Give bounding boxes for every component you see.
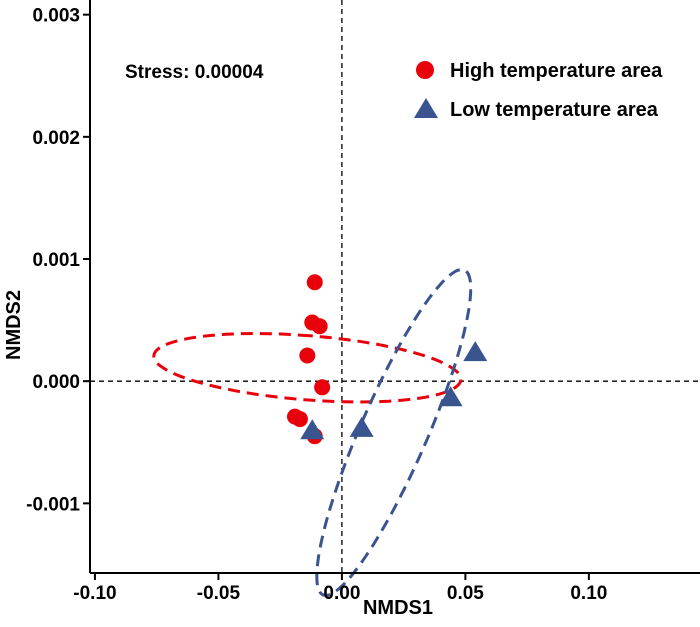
x-tick-label-1: -0.10 [73, 583, 116, 604]
x-tick-label-3: 0.00 [323, 583, 360, 604]
x-tick-label-2: -0.05 [197, 583, 241, 604]
y-tick-label-1: -0.001 [26, 494, 80, 515]
y-tick-label-3: 0.001 [32, 250, 80, 271]
x-axis-title: NMDS1 [363, 597, 433, 619]
plot-area [90, 0, 700, 598]
point-low-temperature-4 [300, 419, 325, 440]
point-low-temperature-2 [438, 386, 463, 407]
legend-marker-low-temperature [414, 98, 438, 118]
y-axis-title: NMDS2 [3, 290, 25, 360]
point-low-temperature-3 [349, 416, 374, 437]
point-high-temperature-4 [299, 347, 316, 364]
y-tick-label-5: 0.003 [32, 6, 80, 27]
point-high-temperature-7 [291, 411, 308, 428]
ellipse-low-temperature [315, 267, 473, 598]
y-tick-label-2: 0.000 [32, 372, 80, 393]
point-high-temperature-3 [311, 318, 328, 335]
stress-annotation: Stress: 0.00004 [125, 62, 264, 83]
point-high-temperature-1 [306, 274, 323, 291]
y-tick-label-4: 0.002 [32, 128, 80, 149]
axes: -0.10 -0.05 0.00 0.05 0.10 -0.001 0.000 0.001 0.… [26, 0, 700, 604]
legend-label-low-temperature: Low temperature area [450, 99, 659, 121]
point-low-temperature-1 [463, 341, 488, 362]
legend: High temperature area Low temperature ar… [414, 60, 663, 121]
x-tick-label-4: 0.05 [447, 583, 484, 604]
legend-label-high-temperature: High temperature area [450, 60, 663, 82]
ellipse-high-temperature [152, 331, 463, 404]
point-high-temperature-5 [314, 379, 331, 396]
x-tick-label-5: 0.10 [570, 583, 607, 604]
legend-marker-high-temperature [416, 61, 434, 79]
